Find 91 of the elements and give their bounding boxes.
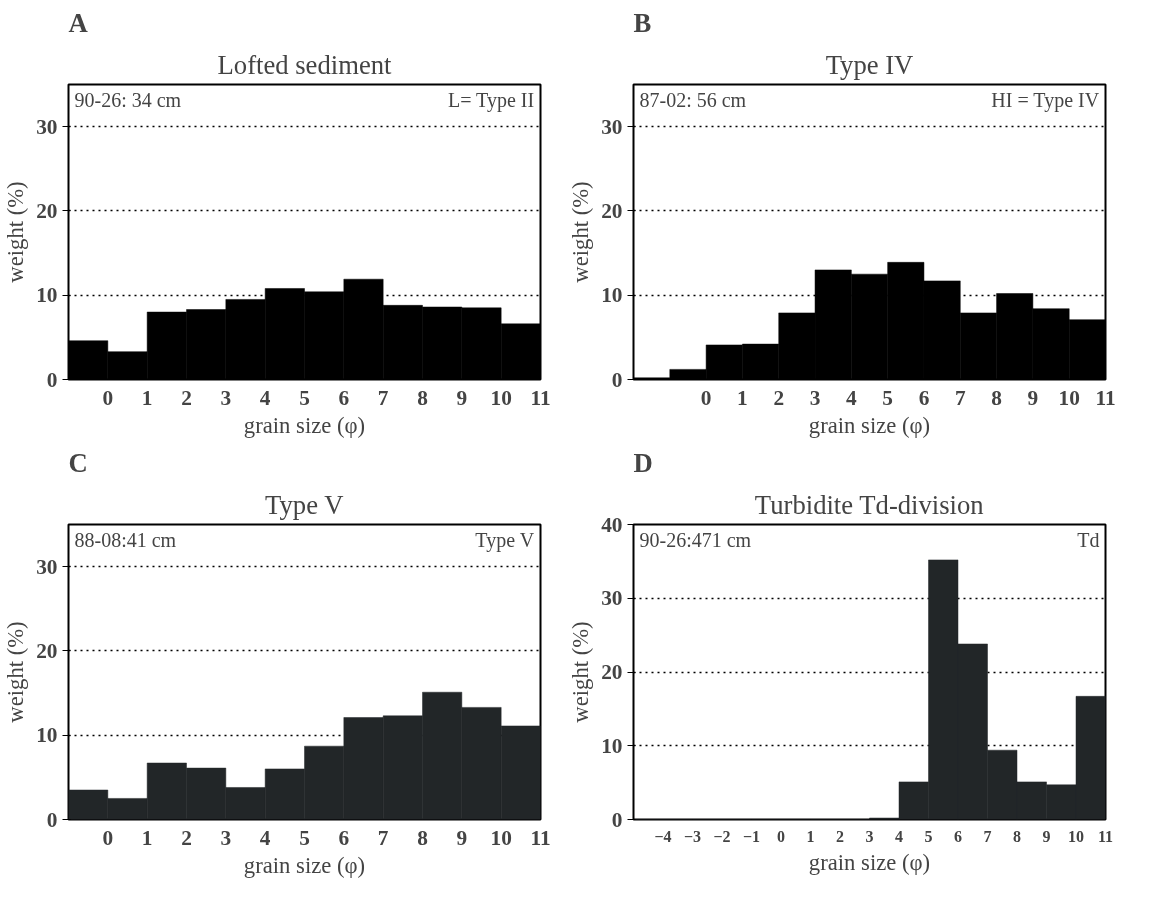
x-tick-label: 7 — [954, 385, 966, 410]
chart-title: Lofted sediment — [217, 49, 393, 80]
x-tick-label: 0 — [102, 385, 114, 410]
x-tick-label: 3 — [220, 825, 232, 850]
x-tick-label: 2 — [836, 827, 844, 845]
y-tick-label: 10 — [601, 733, 623, 758]
x-tick-label: 1 — [141, 385, 153, 410]
x-tick-label: 7 — [983, 827, 992, 845]
x-tick-label: 8 — [1013, 827, 1021, 845]
x-tick-label: −1 — [742, 827, 761, 845]
y-tick-label: 30 — [601, 586, 623, 611]
annotation: 90-26:471 cm — [639, 528, 752, 551]
y-tick-label: 30 — [36, 114, 58, 139]
annotation: Td — [1077, 528, 1100, 551]
x-tick-label: 7 — [377, 385, 389, 410]
y-tick-label: 30 — [601, 114, 623, 139]
x-tick-label: 3 — [220, 385, 232, 410]
annotation: 88-08:41 cm — [74, 528, 177, 551]
x-tick-label: 8 — [991, 385, 1002, 410]
x-tick-label: 6 — [338, 385, 350, 410]
x-tick-label: 3 — [865, 827, 874, 845]
x-tick-label: 11 — [530, 825, 551, 850]
y-tick-label: 20 — [601, 198, 623, 223]
annotation: 87-02: 56 cm — [639, 88, 747, 111]
x-tick-label: 9 — [456, 825, 468, 850]
x-tick-label: 10 — [1068, 827, 1084, 845]
text: D — [633, 447, 653, 478]
y-tick-label: 20 — [36, 638, 58, 663]
y-tick-label: 30 — [36, 554, 58, 579]
x-tick-label: 4 — [259, 385, 271, 410]
y-tick-label: 20 — [601, 660, 623, 684]
x-tick-label: −2 — [713, 827, 731, 845]
x-tick-label: 4 — [895, 827, 903, 845]
x-tick-label: 2 — [181, 385, 192, 410]
x-tick-label: 10 — [490, 385, 512, 410]
x-axis-title: grain size (φ) — [243, 412, 366, 438]
text: B — [633, 7, 652, 38]
annotation: L= Type II — [447, 88, 535, 112]
x-tick-label: 6 — [918, 385, 930, 410]
x-axis-title: grain size (φ) — [808, 849, 931, 875]
y-tick-label: 40 — [601, 512, 623, 537]
y-tick-label: 0 — [611, 367, 623, 392]
x-tick-label: 8 — [417, 825, 428, 850]
x-tick-label: 3 — [809, 385, 821, 410]
x-tick-label: 2 — [773, 385, 785, 410]
x-axis-title: grain size (φ) — [243, 852, 366, 878]
x-tick-label: 1 — [737, 385, 748, 410]
x-tick-label: 8 — [417, 385, 428, 410]
x-axis-title: grain size (φ) — [808, 412, 931, 438]
x-tick-label: 9 — [456, 385, 468, 410]
y-tick-label: 20 — [36, 198, 58, 223]
annotation: 90-26: 34 cm — [74, 88, 182, 111]
x-tick-label: 1 — [806, 827, 815, 845]
x-tick-label: 9 — [1042, 827, 1051, 845]
annotation: Type V — [475, 528, 535, 552]
y-axis-title: weight (%) — [568, 621, 594, 723]
x-tick-label: 4 — [259, 825, 271, 850]
y-tick-label: 10 — [601, 283, 623, 308]
x-tick-label: 9 — [1027, 385, 1039, 410]
x-tick-label: 2 — [181, 825, 192, 850]
x-tick-label: 5 — [924, 827, 933, 845]
x-tick-label: −4 — [654, 827, 672, 845]
x-tick-label: 7 — [377, 825, 389, 850]
x-tick-label: 0 — [102, 825, 114, 850]
chart-title: Type V — [265, 489, 344, 520]
annotation: HI = Type IV — [991, 88, 1100, 112]
y-axis-title: weight (%) — [568, 181, 594, 283]
text: C — [68, 447, 88, 478]
x-tick-label: 4 — [846, 385, 858, 410]
x-tick-label: 1 — [141, 825, 153, 850]
x-tick-label: 6 — [338, 825, 350, 850]
x-tick-label: 0 — [777, 827, 785, 845]
y-tick-label: 0 — [46, 367, 58, 392]
y-axis-title: weight (%) — [3, 181, 29, 283]
x-tick-label: 10 — [490, 825, 512, 850]
x-tick-label: 0 — [700, 385, 712, 410]
text: A — [68, 7, 89, 38]
x-tick-label: 5 — [299, 825, 310, 850]
x-tick-label: 11 — [1097, 827, 1114, 845]
x-tick-label: 5 — [882, 385, 893, 410]
chart-title: Turbidite Td-division — [754, 489, 984, 520]
x-tick-label: −3 — [683, 827, 702, 845]
x-tick-label: 6 — [954, 827, 962, 845]
x-tick-label: 11 — [1095, 385, 1116, 410]
x-tick-label: 11 — [530, 385, 551, 410]
x-tick-label: 10 — [1058, 385, 1080, 410]
y-axis-title: weight (%) — [3, 621, 29, 723]
y-tick-label: 10 — [36, 283, 58, 308]
x-tick-label: 5 — [299, 385, 310, 410]
y-tick-label: 10 — [36, 723, 58, 748]
chart-title: Type IV — [825, 49, 914, 80]
